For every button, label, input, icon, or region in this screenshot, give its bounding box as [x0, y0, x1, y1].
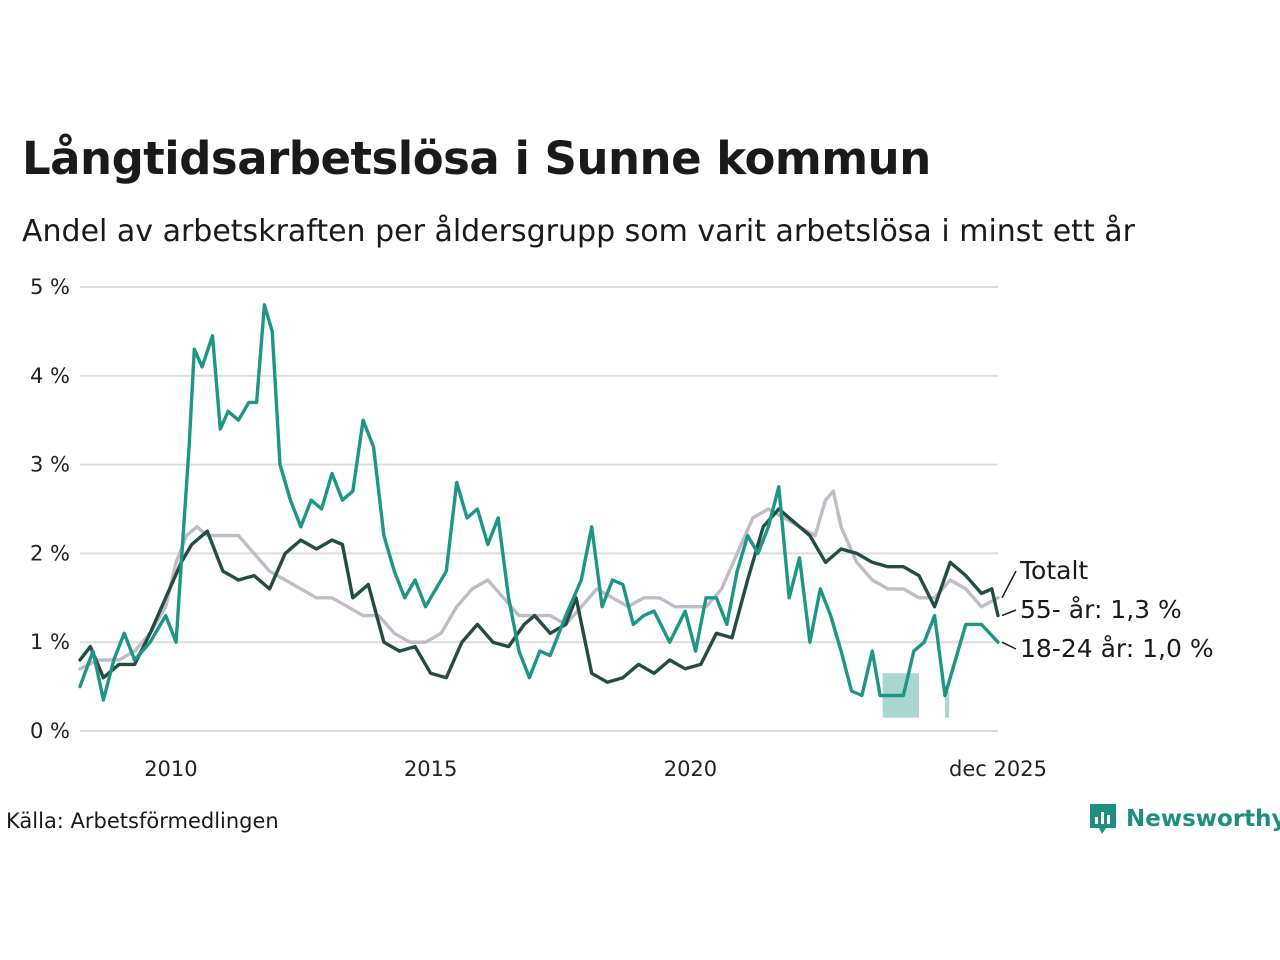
source-note: Källa: Arbetsförmedlingen: [6, 809, 279, 833]
uncertainty-band: [945, 691, 950, 718]
end-labels: Totalt 55- år: 1,3 % 18-24 år: 1,0 %: [1001, 556, 1214, 663]
x-axis-ticks: 2010 2015 2020 dec 2025: [144, 757, 1047, 781]
series-end-label: Totalt: [1019, 556, 1088, 585]
label-leader-line: [1001, 609, 1017, 617]
x-tick-label: 2010: [144, 757, 197, 781]
chart-subtitle: Andel av arbetskraften per åldersgrupp s…: [22, 214, 1135, 249]
gridlines: [80, 286, 998, 732]
x-tick-label: 2015: [404, 757, 457, 781]
line-chart: 0 %1 %2 %3 %4 %5 % 2010 2015 2020 dec 2025 …: [30, 275, 1214, 781]
y-tick-label: 1 %: [30, 630, 70, 654]
y-tick-label: 4 %: [30, 364, 70, 388]
y-tick-label: 5 %: [30, 275, 70, 299]
label-leader-line: [1001, 570, 1017, 599]
x-tick-label: dec 2025: [949, 757, 1047, 781]
series-end-label: 55- år: 1,3 %: [1020, 595, 1182, 624]
x-tick-label: 2020: [664, 757, 717, 781]
chart-title: Långtidsarbetslösa i Sunne kommun: [22, 132, 931, 185]
y-tick-label: 0 %: [30, 719, 70, 743]
newsworthy-icon: [1090, 804, 1116, 834]
y-tick-label: 2 %: [30, 541, 70, 565]
series-line-totalt: [78, 489, 1000, 671]
series-line-18-24-r: [78, 303, 1000, 702]
y-axis-ticks: 0 % 1 % 2 % 3 % 4 % 5 %: [30, 275, 70, 743]
newsworthy-logo[interactable]: Newsworthy: [1088, 802, 1280, 836]
series-end-label: 18-24 år: 1,0 %: [1020, 634, 1214, 663]
series-line-55-r: [78, 507, 1000, 684]
y-tick-label: 3 %: [30, 453, 70, 477]
series-lines: [78, 303, 1000, 702]
brand-name: Newsworthy: [1126, 806, 1280, 832]
label-leader-line: [1001, 641, 1017, 650]
